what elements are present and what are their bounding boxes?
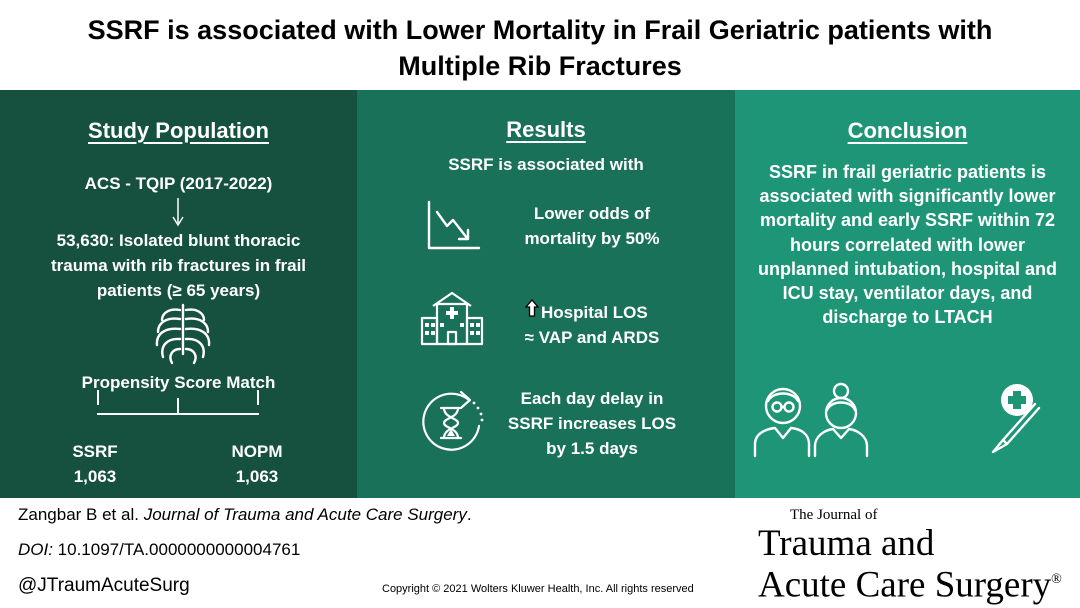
infographic-title: SSRF is associated with Lower Mortality … [87, 15, 993, 81]
mortality-result: Lower odds of mortality by 50% [524, 204, 660, 248]
journal-logo-line1: The Journal of [790, 507, 878, 523]
study-population-panel: Study Population ACS - TQIP (2017-2022) … [0, 90, 357, 498]
declining-chart-icon [425, 200, 481, 252]
conclusion-heading: Conclusion [847, 118, 968, 143]
doi-value: 10.1097/TA.0000000000004761 [52, 540, 301, 559]
doi: DOI: 10.1097/TA.0000000000004761 [18, 540, 300, 560]
nopm-group-count: 1,063 [235, 467, 279, 486]
tree-horizontal-line [97, 413, 259, 415]
study-population-heading: Study Population [88, 118, 269, 143]
conclusion-panel: Conclusion SSRF in frail geriatric patie… [735, 90, 1080, 498]
cohort-description: 53,630: Isolated blunt thoracic trauma w… [50, 231, 307, 300]
doi-label: DOI: [18, 540, 53, 559]
registered-mark: ® [1051, 572, 1062, 587]
citation-period: . [466, 505, 472, 524]
results-panel: Results SSRF is associated with Lower od… [357, 90, 735, 498]
journal-logo-line2: Trauma and [758, 523, 935, 564]
ssrf-group-count: 1,063 [73, 467, 117, 486]
ssrf-group-label: SSRF [72, 442, 118, 461]
hospital-los-result: Hospital LOS [541, 303, 648, 322]
hospital-icon [419, 290, 485, 346]
results-heading: Results [506, 117, 586, 142]
results-intro: SSRF is associated with [448, 155, 644, 174]
twitter-handle: @JTraumAcuteSurg [18, 575, 190, 596]
tree-left-tick [97, 390, 99, 405]
elderly-couple-icon [751, 380, 877, 458]
journal-logo-line3-text: Acute Care Surgery [758, 564, 1052, 606]
scalpel-icon [983, 382, 1043, 454]
tree-right-tick [257, 390, 259, 405]
citation-authors: Zangbar B et al. [18, 505, 144, 524]
data-source: ACS - TQIP (2017-2022) [84, 174, 273, 193]
hourglass-timer-icon [417, 386, 489, 458]
down-arrow-icon [168, 198, 188, 228]
nopm-group-label: NOPM [231, 442, 283, 461]
conclusion-text: SSRF in frail geriatric patients is asso… [758, 162, 1057, 328]
citation: Zangbar B et al. Journal of Trauma and A… [18, 505, 472, 525]
vap-ards-result: ≈ VAP and ARDS [524, 328, 660, 347]
propensity-match-label: Propensity Score Match [81, 373, 276, 392]
up-arrow-icon [525, 299, 539, 317]
tree-center-stem [177, 398, 179, 414]
citation-journal: Journal of Trauma and Acute Care Surgery [143, 505, 467, 524]
journal-logo-line3: Acute Care Surgery® [758, 561, 1062, 604]
delay-result: Each day delay in SSRF increases LOS by … [507, 389, 677, 458]
rib-cage-icon [150, 302, 216, 366]
copyright-notice: Copyright © 2021 Wolters Kluwer Health, … [382, 583, 694, 595]
